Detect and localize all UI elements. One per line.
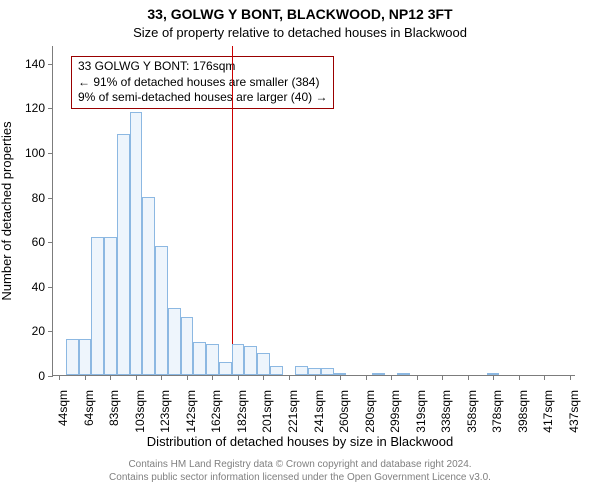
xtick-mark — [263, 375, 264, 380]
xtick-label: 378sqm — [490, 390, 504, 433]
histogram-bar — [244, 346, 257, 375]
histogram-bar — [104, 237, 117, 375]
plot-area: 33 GOLWG Y BONT: 176sqm← 91% of detached… — [52, 46, 575, 376]
footer-line: Contains public sector information licen… — [0, 471, 600, 484]
xtick-mark — [417, 375, 418, 380]
xtick-mark — [570, 375, 571, 380]
footer-line: Contains HM Land Registry data © Crown c… — [0, 458, 600, 471]
xtick-label: 260sqm — [337, 390, 351, 433]
y-axis-label: Number of detached properties — [0, 121, 14, 300]
histogram-bar — [270, 366, 283, 375]
xtick-mark — [519, 375, 520, 380]
histogram-bar — [168, 308, 181, 375]
attribution-footer: Contains HM Land Registry data © Crown c… — [0, 458, 600, 484]
xtick-label: 201sqm — [260, 390, 274, 433]
xtick-mark — [59, 375, 60, 380]
histogram-bar — [91, 237, 104, 375]
histogram-bar — [308, 368, 321, 375]
xtick-label: 358sqm — [465, 390, 479, 433]
chart-title-address: 33, GOLWG Y BONT, BLACKWOOD, NP12 3FT — [0, 6, 600, 22]
xtick-label: 83sqm — [107, 390, 121, 426]
xtick-mark — [110, 375, 111, 380]
ytick-mark — [48, 242, 53, 243]
xtick-mark — [315, 375, 316, 380]
histogram-bar — [206, 344, 219, 375]
ytick-label: 0 — [38, 369, 45, 383]
ytick-mark — [48, 108, 53, 109]
histogram-bar — [117, 134, 130, 375]
histogram-bar — [155, 246, 168, 375]
xtick-label: 162sqm — [209, 390, 223, 433]
histogram-bar — [232, 344, 245, 375]
annotation-line: 33 GOLWG Y BONT: 176sqm — [78, 59, 327, 75]
annotation-line: ← 91% of detached houses are smaller (38… — [78, 75, 327, 91]
histogram-bar — [193, 342, 206, 375]
histogram-bar — [219, 362, 232, 375]
histogram-bar — [372, 373, 385, 375]
xtick-mark — [136, 375, 137, 380]
xtick-label: 417sqm — [541, 390, 555, 433]
xtick-mark — [187, 375, 188, 380]
xtick-mark — [340, 375, 341, 380]
ytick-label: 60 — [32, 235, 45, 249]
xtick-mark — [544, 375, 545, 380]
xtick-label: 338sqm — [439, 390, 453, 433]
xtick-mark — [442, 375, 443, 380]
xtick-label: 103sqm — [133, 390, 147, 433]
chart-container: 33, GOLWG Y BONT, BLACKWOOD, NP12 3FT Si… — [0, 0, 600, 500]
ytick-label: 140 — [25, 57, 45, 71]
xtick-label: 221sqm — [286, 390, 300, 433]
histogram-bar — [130, 112, 143, 375]
chart-title-subtitle: Size of property relative to detached ho… — [0, 25, 600, 40]
xtick-label: 319sqm — [414, 390, 428, 433]
xtick-label: 437sqm — [567, 390, 581, 433]
ytick-label: 120 — [25, 101, 45, 115]
ytick-label: 100 — [25, 146, 45, 160]
histogram-bar — [257, 353, 270, 375]
ytick-mark — [48, 153, 53, 154]
x-axis-label: Distribution of detached houses by size … — [0, 434, 600, 449]
annotation-line: 9% of semi-detached houses are larger (4… — [78, 90, 327, 106]
ytick-label: 20 — [32, 324, 45, 338]
xtick-mark — [289, 375, 290, 380]
xtick-mark — [366, 375, 367, 380]
histogram-bar — [79, 339, 92, 375]
xtick-label: 142sqm — [184, 390, 198, 433]
xtick-label: 182sqm — [235, 390, 249, 433]
ytick-label: 40 — [32, 280, 45, 294]
ytick-mark — [48, 287, 53, 288]
xtick-label: 44sqm — [56, 390, 70, 426]
xtick-mark — [238, 375, 239, 380]
ytick-mark — [48, 198, 53, 199]
annotation-box: 33 GOLWG Y BONT: 176sqm← 91% of detached… — [71, 56, 334, 109]
xtick-mark — [391, 375, 392, 380]
histogram-bar — [66, 339, 79, 375]
xtick-mark — [493, 375, 494, 380]
histogram-bar — [181, 317, 194, 375]
marker-line — [232, 46, 233, 375]
xtick-label: 241sqm — [312, 390, 326, 433]
xtick-mark — [85, 375, 86, 380]
xtick-label: 280sqm — [363, 390, 377, 433]
histogram-bar — [397, 373, 410, 375]
xtick-mark — [468, 375, 469, 380]
ytick-mark — [48, 376, 53, 377]
histogram-bar — [295, 366, 308, 375]
ytick-mark — [48, 331, 53, 332]
xtick-mark — [161, 375, 162, 380]
histogram-bar — [321, 368, 334, 375]
ytick-label: 80 — [32, 191, 45, 205]
xtick-label: 64sqm — [82, 390, 96, 426]
xtick-label: 123sqm — [158, 390, 172, 433]
xtick-label: 299sqm — [388, 390, 402, 433]
histogram-bar — [142, 197, 155, 375]
ytick-mark — [48, 64, 53, 65]
xtick-mark — [212, 375, 213, 380]
xtick-label: 398sqm — [516, 390, 530, 433]
